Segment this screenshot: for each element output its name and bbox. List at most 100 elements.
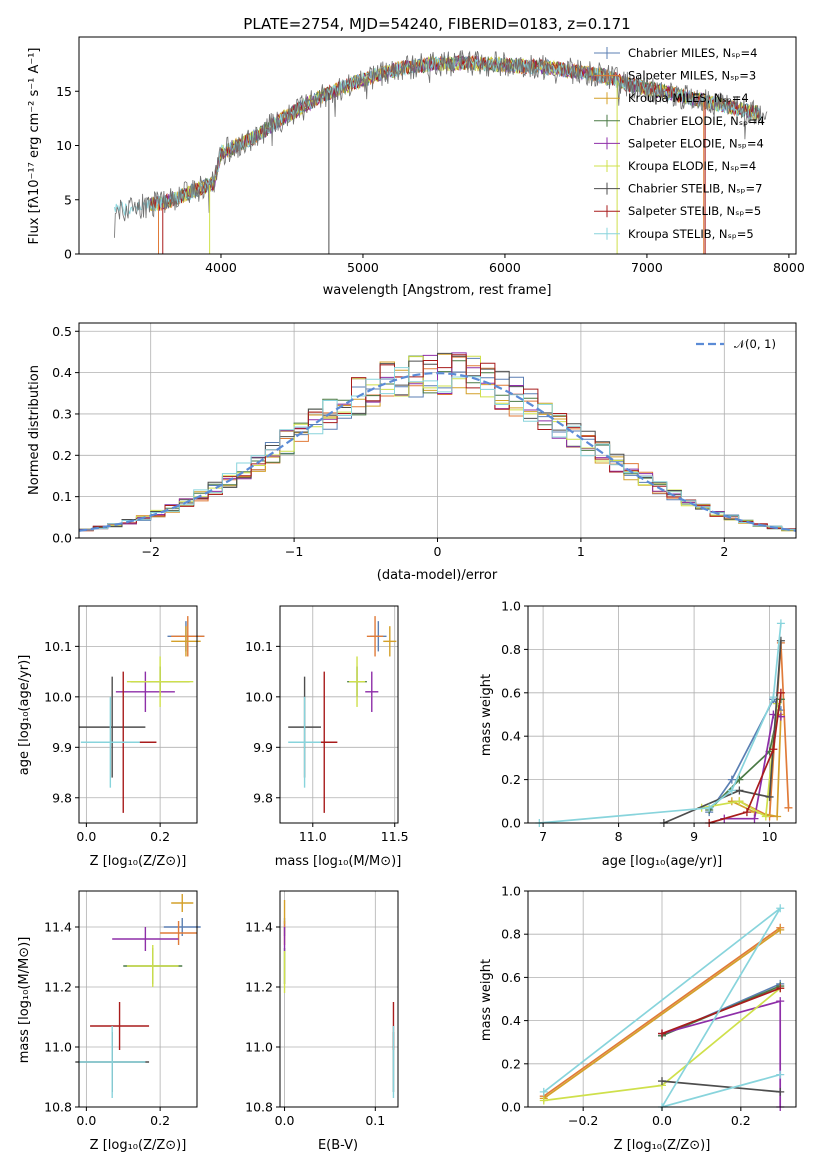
mass-vs-Z-ytick-label: 10.8: [44, 1100, 72, 1115]
residuals-ylabel: Normed distribution: [27, 365, 42, 495]
age-vs-Z-xtick-label: 0.0: [76, 829, 96, 844]
legend-label: Salpeter MILES, Nₛₚ=3: [628, 69, 756, 83]
residuals-ytick-label: 0.1: [52, 489, 72, 504]
weight-vs-Z-series-line: [543, 927, 781, 1097]
weight-vs-Z-series-line: [661, 1080, 781, 1093]
spectrum-xtick-label: 4000: [205, 260, 237, 275]
weight-vs-Z-marker: [539, 1087, 548, 1096]
residuals-ytick-label: 0.0: [52, 531, 72, 546]
mass-vs-Z-xtick-label: 0.2: [150, 1113, 170, 1128]
residuals-xtick-label: −2: [141, 544, 159, 559]
spectrum-ytick-label: 5: [64, 192, 72, 207]
mass-vs-Z-ytick-label: 11.2: [44, 980, 72, 995]
age-vs-Z-ytick-label: 10.0: [44, 689, 72, 704]
weight-vs-age-marker: [765, 792, 774, 801]
weight-vs-age-marker: [750, 814, 759, 823]
legend-label: Salpeter STELIB, Nₛₚ=5: [628, 204, 761, 218]
residuals-xtick-label: −1: [285, 544, 303, 559]
weight-vs-Z-ytick-label: 0.2: [501, 1056, 521, 1071]
weight-vs-age-marker: [776, 619, 785, 628]
mass-vs-EBV-xtick-label: 0.0: [275, 1113, 295, 1128]
mass-vs-EBV-ytick-label: 11.4: [245, 920, 273, 935]
normal-curve: [78, 371, 797, 532]
age-vs-mass-ytick-label: 9.8: [253, 790, 273, 805]
age-vs-mass-xlabel: mass [log₁₀(M/M⊙)]: [275, 854, 402, 869]
mass-vs-EBV-xtick-label: 0.1: [365, 1113, 385, 1128]
legend-label: Chabrier ELODIE, Nₛₚ=4: [628, 114, 765, 128]
weight-vs-Z-marker: [776, 904, 785, 913]
weight-vs-age-ytick-label: 0.2: [501, 772, 521, 787]
residuals-ytick-label: 0.5: [52, 324, 72, 339]
residual-histogram: [79, 352, 796, 532]
mass-vs-EBV-ytick-label: 11.0: [245, 1040, 273, 1055]
weight-vs-age-marker: [735, 797, 744, 806]
residual-histogram: [79, 354, 796, 532]
mass-vs-Z-frame: [78, 890, 198, 1108]
weight-vs-age-xtick-label: 10: [762, 829, 778, 844]
chart-title: PLATE=2754, MJD=54240, FIBERID=0183, z=0…: [243, 15, 630, 33]
weight-vs-age-marker: [705, 803, 714, 812]
spectrum-ytick-label: 0: [64, 247, 72, 262]
weight-vs-age-xtick-label: 8: [615, 829, 623, 844]
weight-vs-age-ytick-label: 1.0: [501, 599, 521, 614]
weight-vs-Z-series-line: [661, 987, 781, 1035]
spectrum-ytick-label: 10: [56, 138, 72, 153]
mass-vs-EBV-xlabel: E(B-V): [318, 1138, 358, 1153]
legend-label: Kroupa MILES, Nₛₚ=4: [628, 91, 749, 105]
weight-vs-Z-marker: [658, 1029, 666, 1038]
legend-label: Kroupa ELODIE, Nₛₚ=4: [628, 159, 756, 173]
weight-vs-Z-marker: [776, 925, 785, 934]
residuals-ytick-label: 0.4: [52, 365, 72, 380]
weight-vs-Z-ytick-label: 0.6: [501, 970, 521, 985]
age-vs-mass-xtick-label: 11.5: [381, 829, 409, 844]
age-vs-Z-xlabel: Z [log₁₀(Z/Z⊙)]: [90, 854, 187, 869]
spectrum-xtick-label: 8000: [773, 260, 805, 275]
age-vs-Z-ytick-label: 9.9: [52, 740, 72, 755]
age-vs-Z-ytick-label: 9.8: [52, 790, 72, 805]
mass-vs-EBV-axes: [280, 891, 398, 1108]
weight-vs-age-marker: [769, 693, 778, 702]
weight-vs-Z-series-line: [543, 907, 781, 1109]
age-vs-mass-axes: [280, 606, 398, 823]
weight-vs-Z-marker: [776, 1087, 785, 1096]
mass-vs-EBV-ytick-label: 11.2: [245, 980, 273, 995]
mass-vs-EBV-frame: [279, 890, 399, 1108]
weight-vs-Z-xlabel: Z [log₁₀(Z/Z⊙)]: [614, 1138, 711, 1153]
weight-vs-Z-marker: [539, 1096, 548, 1105]
weight-vs-age-ylabel: mass weight: [479, 674, 494, 756]
age-vs-Z-ytick-label: 10.1: [44, 639, 72, 654]
mass-vs-Z-axes: [79, 891, 197, 1108]
mass-vs-Z-ytick-label: 11.4: [44, 920, 72, 935]
weight-vs-age-axes: [528, 605, 796, 824]
weight-vs-Z-xtick-label: 0.0: [652, 1113, 672, 1128]
legend-label: Chabrier STELIB, Nₛₚ=7: [628, 182, 762, 196]
weight-vs-age-marker: [776, 636, 785, 645]
legend-label: Salpeter ELODIE, Nₛₚ=4: [628, 136, 764, 150]
spectrum-xtick-label: 5000: [347, 260, 379, 275]
legend-label: Kroupa STELIB, Nₛₚ=5: [628, 227, 754, 241]
weight-vs-Z-ytick-label: 0.4: [501, 1013, 521, 1028]
weight-vs-age-series-line: [539, 623, 782, 824]
residuals-xtick-label: 0: [434, 544, 442, 559]
weight-vs-age-marker: [735, 786, 744, 795]
age-vs-mass-xtick-label: 11.0: [299, 829, 327, 844]
weight-vs-Z-axes: [528, 890, 796, 1108]
legend-label: Chabrier MILES, Nₛₚ=4: [628, 46, 757, 60]
weight-vs-age-marker: [742, 808, 751, 817]
age-vs-mass-ytick-label: 10.0: [245, 689, 273, 704]
weight-vs-age-series-line: [708, 692, 782, 824]
weight-vs-Z-ytick-label: 0.8: [501, 927, 521, 942]
residuals-xlabel: (data-model)/error: [377, 568, 498, 583]
age-vs-mass-ytick-label: 9.9: [253, 740, 273, 755]
weight-vs-age-marker: [776, 688, 785, 697]
spectrum-ylabel: Flux [fλ10⁻¹⁷ erg cm⁻² s⁻¹ A⁻¹]: [27, 48, 42, 245]
age-vs-Z-ylabel: age [log₁₀(age/yr)]: [17, 655, 32, 776]
weight-vs-Z-marker: [776, 984, 785, 993]
residuals-xtick-label: 1: [577, 544, 585, 559]
weight-vs-age-ytick-label: 0.6: [501, 685, 521, 700]
age-vs-Z-xtick-label: 0.2: [150, 829, 170, 844]
spectrum-xtick-label: 7000: [631, 260, 663, 275]
spectrum-ytick-label: 15: [56, 84, 72, 99]
weight-vs-age-marker: [727, 775, 736, 784]
